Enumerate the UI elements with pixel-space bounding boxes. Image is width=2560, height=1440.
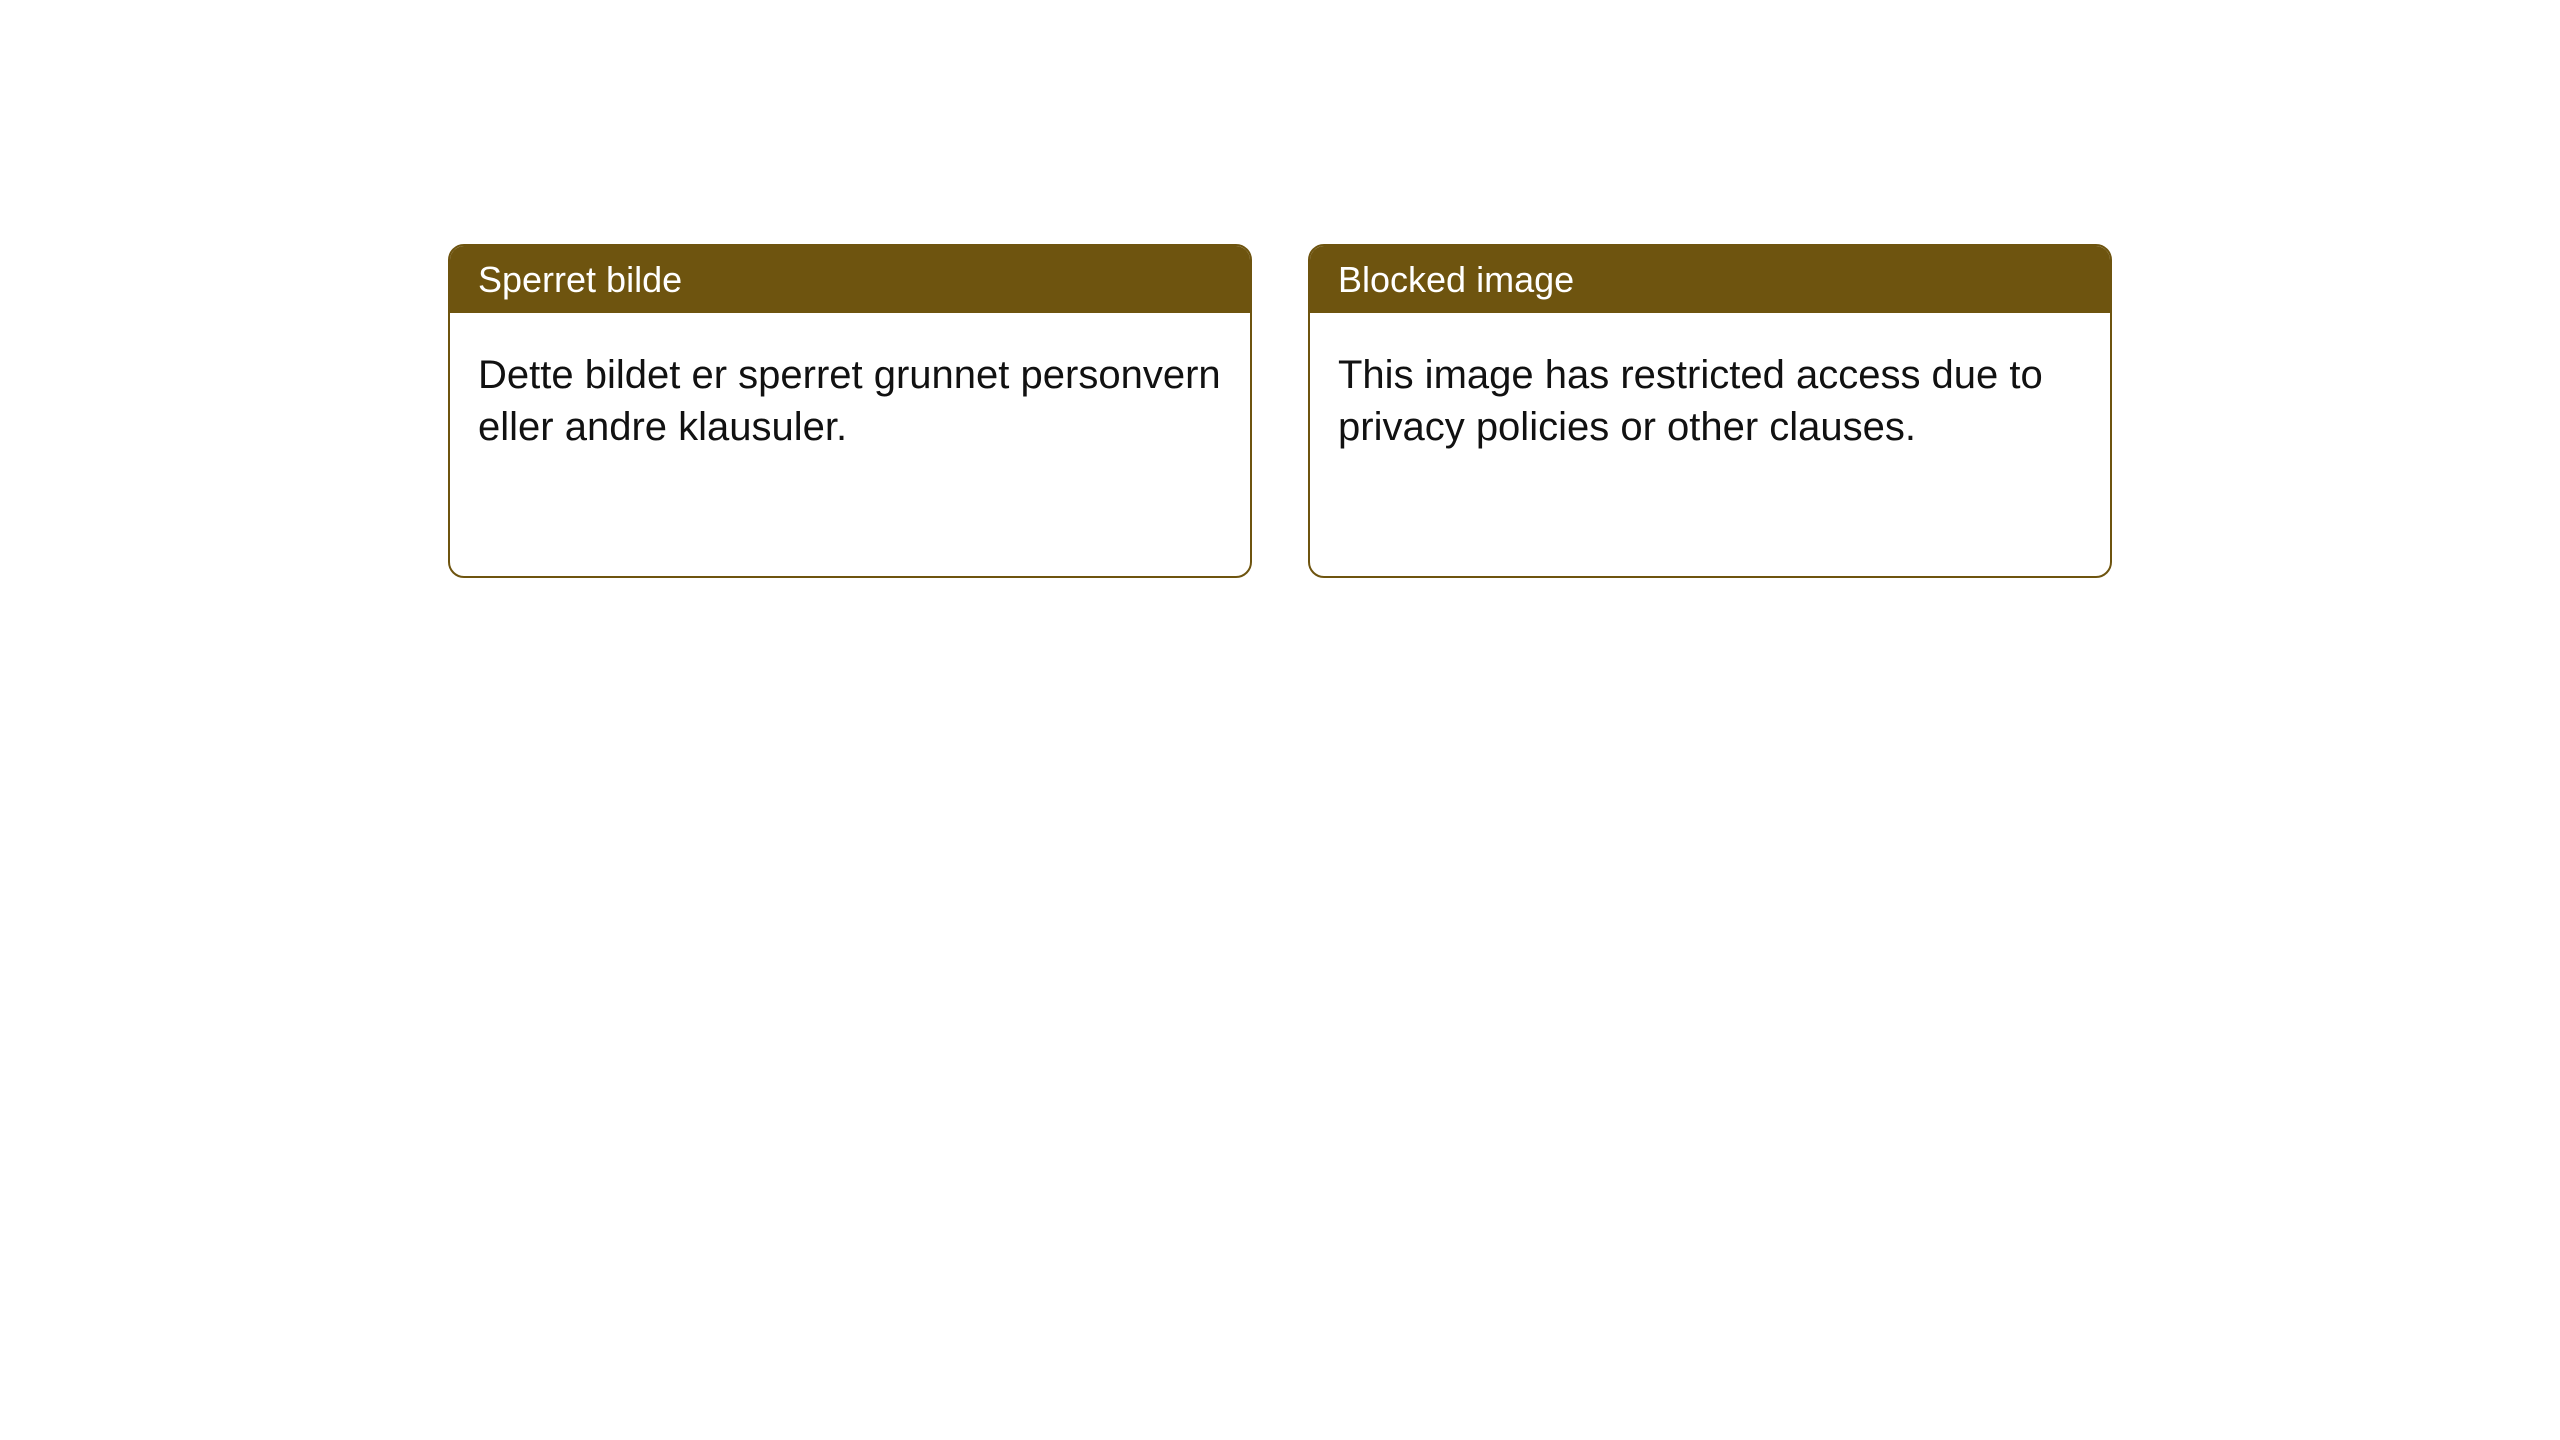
notice-header-english: Blocked image	[1310, 246, 2110, 313]
notice-container: Sperret bilde Dette bildet er sperret gr…	[0, 0, 2560, 578]
notice-body-english: This image has restricted access due to …	[1310, 313, 2110, 489]
notice-box-english: Blocked image This image has restricted …	[1308, 244, 2112, 578]
notice-body-norwegian: Dette bildet er sperret grunnet personve…	[450, 313, 1250, 489]
notice-box-norwegian: Sperret bilde Dette bildet er sperret gr…	[448, 244, 1252, 578]
notice-header-norwegian: Sperret bilde	[450, 246, 1250, 313]
